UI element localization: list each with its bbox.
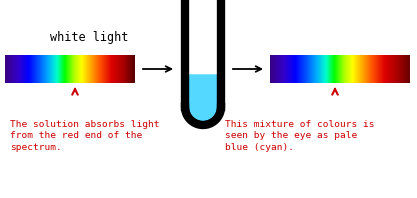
Text: This mixture of colours is
seen by the eye as pale
blue (cyan).: This mixture of colours is seen by the e… (225, 120, 374, 152)
Text: The solution absorbs light
from the red end of the
spectrum.: The solution absorbs light from the red … (10, 120, 159, 152)
Polygon shape (188, 75, 218, 122)
Text: white light: white light (50, 31, 128, 45)
